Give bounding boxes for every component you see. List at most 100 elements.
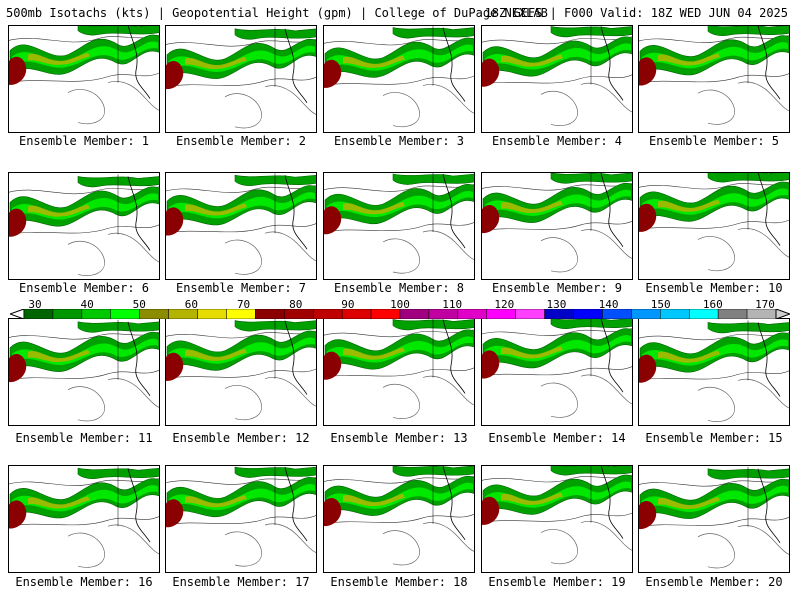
ensemble-map-5 (638, 25, 790, 133)
colorbar-swatch (312, 309, 343, 319)
ensemble-member-label: Ensemble Member: 17 (172, 575, 310, 589)
map-frame (165, 25, 317, 133)
ensemble-map-9 (481, 172, 633, 280)
isotach-map (481, 465, 633, 573)
ensemble-map-1 (8, 25, 160, 133)
isotach-map (638, 465, 790, 573)
colorbar-tick-label: 30 (28, 298, 42, 311)
isotach-map (8, 172, 160, 280)
ensemble-map-4 (481, 25, 633, 133)
ensemble-map-2 (165, 25, 317, 133)
isotach-map (638, 172, 790, 280)
ensemble-member-label: Ensemble Member: 2 (175, 134, 307, 148)
colorbar-tick-label: 120 (494, 298, 515, 311)
ensemble-member-label: Ensemble Member: 19 (488, 575, 626, 589)
ensemble-map-7 (165, 172, 317, 280)
colorbar-tick-label: 170 (755, 298, 775, 311)
colorbar-swatch (52, 309, 83, 319)
map-frame (8, 172, 160, 280)
map-frame (638, 465, 790, 573)
ensemble-member-label: Ensemble Member: 4 (491, 134, 623, 148)
isotach-map (323, 465, 475, 573)
header: 500mb Isotachs (kts) | Geopotential Heig… (0, 0, 800, 24)
colorbar-swatch (255, 309, 285, 319)
map-frame (638, 172, 790, 280)
isotach-map (481, 318, 633, 426)
colorbar-tick-label: 80 (289, 298, 303, 311)
ensemble-member-label: Ensemble Member: 1 (18, 134, 150, 148)
colorbar-tick-label: 130 (546, 298, 567, 311)
isotach-map (323, 172, 475, 280)
isotach-map (8, 25, 160, 133)
ensemble-member-label: Ensemble Member: 9 (491, 281, 623, 295)
ensemble-member-label: Ensemble Member: 11 (15, 431, 153, 445)
ensemble-member-label: Ensemble Member: 6 (18, 281, 150, 295)
ensemble-member-label: Ensemble Member: 3 (333, 134, 465, 148)
colorbar-tick-label: 110 (442, 298, 463, 311)
colorbar-tick-label: 40 (80, 298, 94, 311)
colorbar-tick-label: 70 (236, 298, 251, 311)
ensemble-map-11 (8, 318, 160, 426)
ensemble-member-label: Ensemble Member: 5 (648, 134, 780, 148)
map-frame (481, 465, 633, 573)
isotach-map (8, 318, 160, 426)
product-title: 500mb Isotachs (kts) | Geopotential Heig… (6, 6, 548, 20)
colorbar-low-arrow (10, 309, 25, 319)
ensemble-map-16 (8, 465, 160, 573)
ensemble-map-14 (481, 318, 633, 426)
ensemble-member-label: Ensemble Member: 18 (330, 575, 468, 589)
map-frame (8, 25, 160, 133)
model-valid-time: 18Z GEFS | F000 Valid: 18Z WED JUN 04 20… (484, 6, 788, 20)
colorbar-tick-label: 90 (341, 298, 355, 311)
ensemble-member-label: Ensemble Member: 13 (330, 431, 468, 445)
isotach-colorbar: 30 40 50 60 70 80 90 100 110 120 130 140 150 160 170 (10, 298, 790, 322)
map-frame (481, 172, 633, 280)
ensemble-member-label: Ensemble Member: 20 (645, 575, 783, 589)
isotach-map (165, 25, 317, 133)
colorbar-swatch (197, 309, 227, 319)
ensemble-member-label: Ensemble Member: 16 (15, 575, 153, 589)
ensemble-member-label: Ensemble Member: 12 (172, 431, 310, 445)
isotach-map (323, 318, 475, 426)
colorbar-swatch (515, 309, 545, 319)
map-frame (323, 172, 475, 280)
colorbar-scale (10, 309, 790, 319)
isotach-map (165, 172, 317, 280)
colorbar-tick-label: 160 (702, 298, 723, 311)
ensemble-map-20 (638, 465, 790, 573)
isotach-map (638, 318, 790, 426)
ensemble-map-15 (638, 318, 790, 426)
ensemble-member-label: Ensemble Member: 10 (645, 281, 783, 295)
map-frame (481, 25, 633, 133)
ensemble-member-label: Ensemble Member: 8 (333, 281, 465, 295)
colorbar-swatch (457, 309, 488, 319)
isotach-map (165, 318, 317, 426)
ensemble-map-19 (481, 465, 633, 573)
colorbar-high-arrow (775, 309, 790, 319)
ensemble-member-label: Ensemble Member: 14 (488, 431, 626, 445)
colorbar-tick-label: 60 (184, 298, 199, 311)
ensemble-map-6 (8, 172, 160, 280)
ensemble-map-3 (323, 25, 475, 133)
colorbar-tick-label: 150 (650, 298, 671, 311)
map-frame (165, 172, 317, 280)
isotach-map (481, 172, 633, 280)
map-frame (638, 25, 790, 133)
ensemble-member-label: Ensemble Member: 15 (645, 431, 783, 445)
map-frame (165, 465, 317, 573)
map-frame (323, 465, 475, 573)
ensemble-map-13 (323, 318, 475, 426)
ensemble-map-12 (165, 318, 317, 426)
ensemble-map-8 (323, 172, 475, 280)
map-frame (323, 25, 475, 133)
ensemble-map-17 (165, 465, 317, 573)
isotach-map (323, 25, 475, 133)
isotach-map (481, 25, 633, 133)
isotach-map (638, 25, 790, 133)
map-frame (8, 465, 160, 573)
colorbar-tick-label: 50 (132, 298, 146, 311)
isotach-map (8, 465, 160, 573)
ensemble-map-18 (323, 465, 475, 573)
ensemble-member-label: Ensemble Member: 7 (175, 281, 307, 295)
